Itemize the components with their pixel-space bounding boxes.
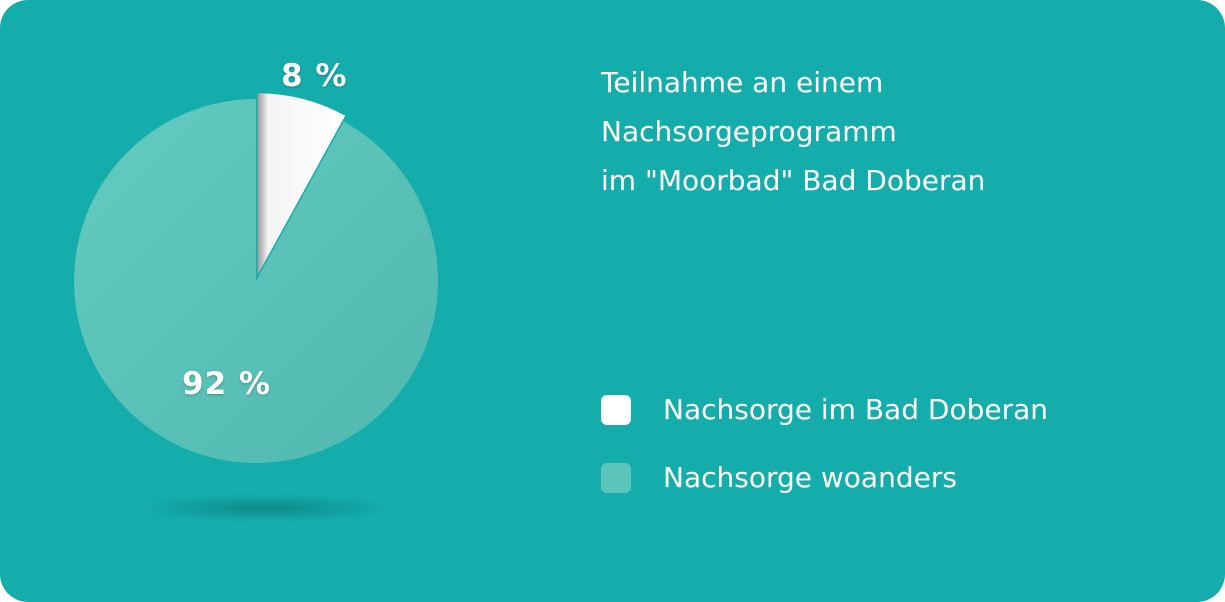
legend-item-nachsorge-woanders: Nachsorge woanders	[601, 461, 957, 494]
data-label-nachsorge-woanders: 92 %	[182, 366, 271, 402]
pie-slice-nachsorge-woanders	[74, 99, 439, 463]
pie-slice-nachsorge-bad-doberan	[257, 93, 346, 276]
data-label-nachsorge-bad-doberan: 8 %	[281, 58, 348, 94]
chart-title-line-2: Nachsorgeprogramm	[601, 115, 897, 148]
chart-title: Teilnahme an einem Nachsorgeprogramm im …	[601, 58, 1201, 205]
legend-label-nachsorge-bad-doberan: Nachsorge im Bad Doberan	[663, 393, 1048, 426]
legend-label-nachsorge-woanders: Nachsorge woanders	[663, 461, 957, 494]
chart-title-line-3: im "Moorbad" Bad Doberan	[601, 164, 986, 197]
pie-drop-shadow	[140, 494, 390, 522]
legend-swatch-white	[601, 394, 631, 425]
chart-title-line-1: Teilnahme an einem	[601, 66, 884, 99]
legend-swatch-green	[601, 462, 631, 493]
legend-item-nachsorge-bad-doberan: Nachsorge im Bad Doberan	[601, 393, 1048, 426]
